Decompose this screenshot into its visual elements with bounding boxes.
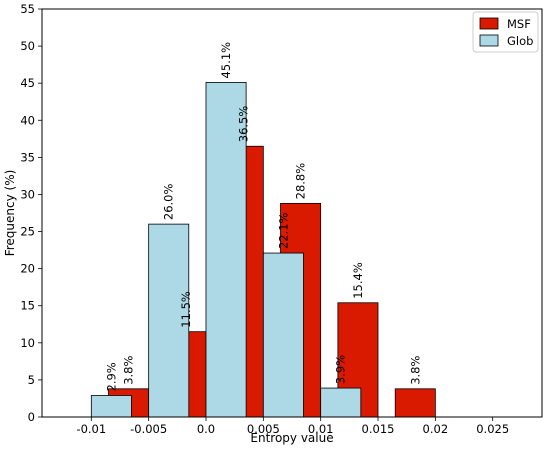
glob-bar-label: 26.0%: [162, 184, 176, 221]
x-tick-label: 0.02: [423, 422, 449, 436]
y-tick-label: 50: [20, 39, 35, 53]
y-axis-label: Frequency (%): [3, 170, 17, 257]
y-tick-label: 10: [20, 336, 35, 350]
y-tick-label: 30: [20, 187, 35, 201]
x-axis-ticks: -0.01 -0.005 0.0 0.005 0.01 0.015 0.02 0.025: [76, 417, 509, 436]
msf-bar-label: 11.5%: [179, 291, 193, 328]
y-tick-label: 40: [20, 113, 35, 127]
glob-bar: [320, 387, 362, 418]
y-tick-label: 35: [20, 150, 35, 164]
glob-bar-label: 3.9%: [334, 355, 348, 384]
legend-label-glob: Glob: [507, 34, 533, 48]
y-tick-label: 45: [20, 76, 35, 90]
x-axis-label: Entropy value: [250, 431, 333, 445]
x-tick-label: 0.005: [247, 422, 280, 436]
x-tick-label: -0.01: [76, 422, 106, 436]
x-tick-label: 0.01: [308, 422, 334, 436]
msf-bar-label: 3.8%: [408, 356, 422, 385]
y-tick-label: 0: [28, 410, 35, 424]
msf-bar-label: 28.8%: [294, 163, 308, 200]
msf-bar-label: 3.8%: [122, 356, 136, 385]
glob-bar-label: 22.1%: [276, 212, 290, 249]
y-tick-label: 15: [20, 299, 35, 313]
y-axis-ticks: 0 5 10 15 20 25 30 35 40 45 50 55: [20, 2, 42, 424]
msf-bar: [394, 388, 436, 418]
x-tick-label: 0.025: [476, 422, 509, 436]
bar-labels-group: 3.8% 11.5% 36.5% 28.8% 15.4% 3.8% 2.9% 26.0% 45.…: [104, 42, 422, 392]
glob-bar: [90, 395, 132, 418]
x-tick-label: 0.0: [197, 422, 215, 436]
plot-frame: [41, 8, 543, 418]
x-tick-label: 0.015: [362, 422, 395, 436]
legend: MSF Glob: [472, 11, 539, 53]
glob-bar: [205, 82, 247, 418]
x-tick-label: -0.005: [130, 422, 167, 436]
y-tick-label: 55: [20, 2, 35, 16]
legend-label-msf: MSF: [507, 17, 531, 31]
msf-bar-label: 36.5%: [236, 106, 250, 143]
legend-swatch-glob: [479, 34, 499, 47]
glob-bar-label: 45.1%: [219, 42, 233, 79]
legend-swatch-msf: [479, 17, 499, 30]
y-tick-label: 20: [20, 262, 35, 276]
glob-bar-label: 2.9%: [104, 362, 118, 391]
y-tick-label: 25: [20, 225, 35, 239]
glob-bar: [148, 223, 190, 418]
y-tick-label: 5: [28, 373, 35, 387]
bars-group: [90, 82, 436, 418]
msf-bar-label: 15.4%: [351, 262, 365, 299]
glob-bar: [262, 252, 304, 418]
